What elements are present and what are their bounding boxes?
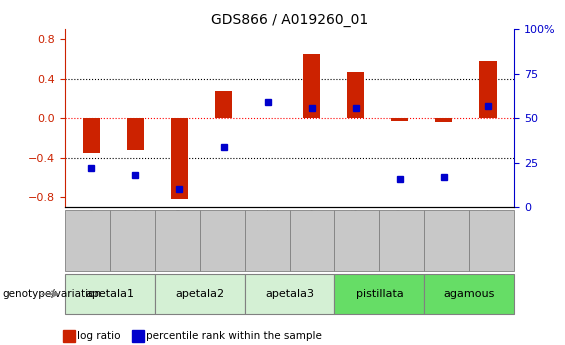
Text: apetala1: apetala1: [85, 289, 134, 299]
Bar: [347, 72, 364, 118]
Bar: [479, 61, 497, 118]
Bar: [424, 274, 514, 314]
Bar: [65, 210, 110, 271]
Bar: [155, 274, 245, 314]
Bar: [245, 274, 334, 314]
Title: GDS866 / A019260_01: GDS866 / A019260_01: [211, 13, 368, 27]
Bar: [380, 210, 424, 271]
Bar: [110, 210, 155, 271]
Text: percentile rank within the sample: percentile rank within the sample: [146, 332, 322, 341]
Bar: [82, 118, 100, 153]
Bar: [245, 210, 289, 271]
Bar: [303, 54, 320, 118]
Text: genotype/variation: genotype/variation: [3, 289, 102, 299]
Bar: [155, 210, 200, 271]
Bar: [290, 210, 334, 271]
Bar: [215, 90, 232, 118]
Bar: [65, 274, 155, 314]
Text: pistillata: pistillata: [355, 289, 403, 299]
Bar: [469, 210, 514, 271]
Bar: [391, 118, 408, 121]
Bar: [200, 210, 245, 271]
Bar: [171, 118, 188, 199]
Text: log ratio: log ratio: [77, 332, 121, 341]
Text: apetala3: apetala3: [265, 289, 314, 299]
Bar: [334, 274, 424, 314]
Text: agamous: agamous: [444, 289, 495, 299]
Bar: [435, 118, 453, 122]
Bar: [424, 210, 469, 271]
Text: apetala2: apetala2: [175, 289, 224, 299]
Bar: [127, 118, 144, 150]
Bar: [334, 210, 380, 271]
